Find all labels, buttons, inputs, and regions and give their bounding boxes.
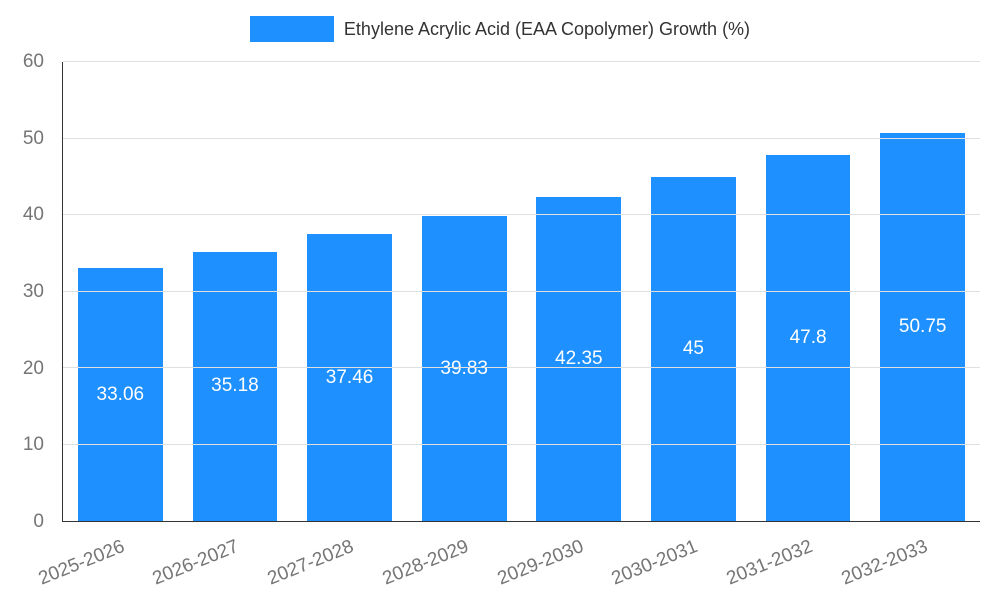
bar-value-label: 37.46: [325, 366, 374, 388]
gridline: [63, 61, 980, 62]
gridline: [63, 443, 980, 445]
bars-container: 33.06 35.18 37.46 39.83 42.35 45 47.8 50.75: [63, 62, 980, 521]
bar-slot: 33.06: [63, 62, 178, 521]
y-tick-label: 40: [22, 204, 44, 226]
bar: 37.46: [307, 234, 392, 521]
bar: 47.8: [765, 155, 851, 521]
bar-value-label: 45: [682, 337, 704, 359]
y-tick-label: 20: [22, 357, 44, 379]
chart-legend: Ethylene Acrylic Acid (EAA Copolymer) Gr…: [0, 16, 1000, 42]
x-tick-label: 2026-2027: [149, 536, 242, 590]
bar: 42.35: [536, 197, 622, 521]
gridline: [63, 367, 980, 369]
x-tick-label: 2027-2028: [264, 536, 357, 590]
bar: 33.06: [77, 268, 163, 521]
x-axis: 2025-2026 2026-2027 2027-2028 2028-2029 2029…: [35, 524, 980, 600]
gridline: [63, 214, 980, 216]
bar-value-label: 35.18: [211, 375, 259, 397]
bar: 45: [651, 176, 736, 521]
x-tick-label: 2031-2032: [723, 536, 816, 590]
gridline: [63, 290, 980, 292]
bar: 35.18: [192, 251, 278, 521]
bar-value-label: 39.83: [440, 357, 488, 379]
x-tick-label: 2030-2031: [608, 536, 701, 590]
y-tick-label: 0: [33, 511, 44, 532]
bar-slot: 39.83: [407, 62, 522, 521]
x-tick-label: 2025-2026: [35, 536, 128, 590]
y-tick-label: 10: [22, 434, 44, 456]
gridline: [63, 137, 980, 139]
bar: 50.75: [880, 132, 966, 521]
bar-slot: 35.18: [178, 62, 293, 521]
y-tick-label: 60: [22, 51, 44, 72]
x-tick-label: 2028-2029: [379, 536, 472, 590]
y-tick-label: 30: [22, 281, 44, 302]
bar-value-label: 42.35: [555, 348, 603, 370]
x-tick-label: 2032-2033: [838, 536, 931, 590]
bar-slot: 47.8: [751, 62, 866, 521]
bar-slot: 42.35: [522, 62, 637, 521]
x-tick-label: 2029-2030: [494, 536, 587, 590]
bar-slot: 45: [636, 62, 751, 521]
bar-value-label: 50.75: [898, 315, 947, 337]
bar-slot: 50.75: [865, 62, 980, 521]
y-axis: 0 10 20 30 40 50 60: [0, 52, 54, 532]
bar-slot: 37.46: [292, 62, 407, 521]
bar-value-label: 47.8: [789, 327, 827, 349]
bar-value-label: 33.06: [96, 383, 145, 405]
chart-title: Ethylene Acrylic Acid (EAA Copolymer) Gr…: [343, 18, 751, 39]
plot-area: 33.06 35.18 37.46 39.83 42.35 45 47.8 50.75: [62, 61, 980, 522]
y-tick-label: 50: [22, 127, 44, 149]
bar: 39.83: [421, 216, 507, 521]
legend-swatch: [249, 16, 334, 42]
